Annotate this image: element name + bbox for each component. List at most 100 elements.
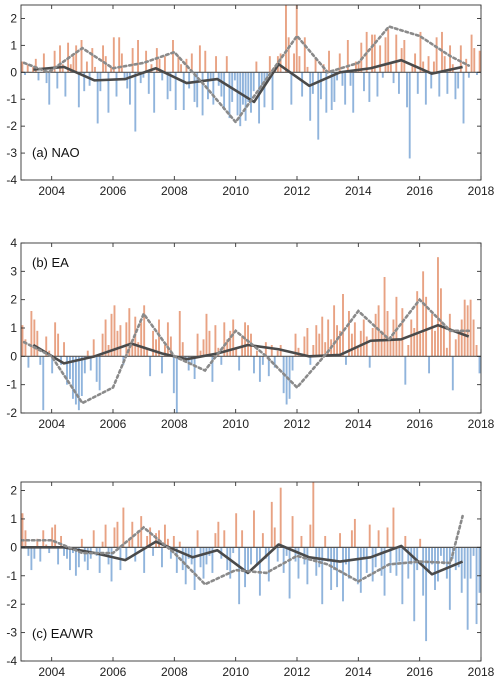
bar xyxy=(207,72,209,100)
bar xyxy=(473,48,476,73)
bar xyxy=(98,547,101,573)
bar xyxy=(419,31,422,73)
bar xyxy=(63,342,65,357)
bar xyxy=(339,533,341,548)
bar xyxy=(303,37,306,73)
bar xyxy=(383,547,386,596)
bar xyxy=(294,333,297,357)
bar xyxy=(193,72,196,102)
bar xyxy=(161,547,163,568)
bar xyxy=(315,325,318,357)
bar xyxy=(69,356,71,379)
bar xyxy=(459,45,462,73)
solid-series-line xyxy=(32,323,470,365)
bar xyxy=(271,72,274,110)
bar xyxy=(422,547,425,596)
bar xyxy=(116,521,119,548)
bar xyxy=(336,72,339,81)
bar xyxy=(75,45,78,73)
bar xyxy=(381,72,384,78)
bar xyxy=(199,350,202,357)
bar xyxy=(430,72,433,89)
bar xyxy=(333,305,336,357)
bar xyxy=(77,72,80,108)
bar xyxy=(401,547,404,605)
bar xyxy=(178,311,181,357)
bar xyxy=(163,56,166,73)
bar xyxy=(147,72,150,94)
bar xyxy=(36,538,39,548)
bar xyxy=(439,547,442,556)
bar xyxy=(99,72,102,92)
x-tick-label: 2008 xyxy=(161,417,188,431)
bar xyxy=(467,72,470,78)
bar xyxy=(260,72,263,86)
bar xyxy=(116,330,119,357)
bar xyxy=(158,58,161,73)
bar xyxy=(113,527,116,548)
bar xyxy=(264,342,267,357)
x-tick-label: 2018 xyxy=(468,184,495,198)
bar xyxy=(196,530,199,548)
bar xyxy=(469,547,472,579)
bar xyxy=(261,533,264,548)
y-tick-label: -1 xyxy=(6,92,17,106)
bar xyxy=(306,66,309,73)
bar xyxy=(306,328,309,357)
bar xyxy=(263,72,266,108)
bar xyxy=(306,547,309,585)
x-tick-label: 2018 xyxy=(468,417,495,431)
bar xyxy=(250,547,252,565)
x-tick-label: 2006 xyxy=(100,184,127,198)
bar xyxy=(36,330,39,357)
bar xyxy=(166,322,169,357)
bar xyxy=(21,61,24,73)
y-tick-label: -2 xyxy=(6,597,17,611)
bar xyxy=(425,547,428,642)
y-tick-label: 1 xyxy=(10,512,17,526)
bar xyxy=(460,319,463,357)
bar xyxy=(434,330,436,357)
bar xyxy=(431,547,433,565)
bar xyxy=(392,319,395,357)
bar xyxy=(309,72,312,121)
bar xyxy=(86,547,89,571)
bar xyxy=(404,535,407,548)
bar xyxy=(472,319,475,357)
bar xyxy=(300,535,303,548)
bar xyxy=(463,299,466,357)
x-tick-label: 2012 xyxy=(284,665,311,678)
bar xyxy=(143,305,146,357)
bar xyxy=(279,487,282,548)
bar xyxy=(255,350,258,357)
bar xyxy=(229,330,232,357)
bar xyxy=(37,72,40,81)
bar xyxy=(264,547,267,559)
bar xyxy=(339,330,341,357)
bar xyxy=(416,547,419,571)
bar xyxy=(198,45,201,73)
bar xyxy=(113,305,116,357)
bar xyxy=(383,277,386,357)
bar xyxy=(297,347,300,357)
bar xyxy=(86,350,89,357)
bar xyxy=(374,313,377,357)
bar xyxy=(460,547,463,593)
x-tick-label: 2014 xyxy=(345,417,372,431)
bar xyxy=(319,72,322,100)
bar xyxy=(161,356,163,374)
bar xyxy=(414,53,417,73)
bar xyxy=(54,524,57,548)
bar xyxy=(131,48,134,73)
bar xyxy=(33,547,36,559)
bar xyxy=(161,72,164,81)
bar xyxy=(314,58,317,73)
bar xyxy=(445,347,448,357)
bar xyxy=(255,547,258,565)
bar xyxy=(398,547,401,562)
bar xyxy=(214,325,217,357)
bar xyxy=(336,547,339,588)
bar xyxy=(359,547,362,593)
bar xyxy=(475,345,478,357)
bar xyxy=(223,530,226,548)
